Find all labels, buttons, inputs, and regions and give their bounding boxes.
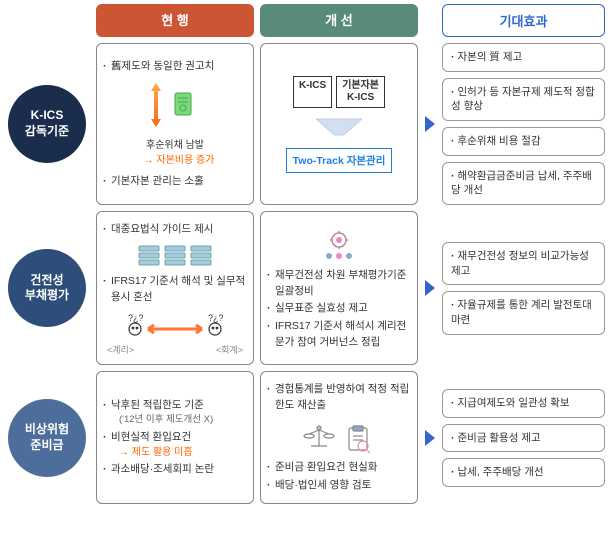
svg-text:?¿?: ?¿? [208, 313, 224, 323]
improve-cell-2: 경험통계를 반영하여 적정 적립한도 재산출준비금 환입요건 현실화배당·법인세… [260, 371, 418, 504]
imp-item: IFRS17 기준서 해석시 계리전문가 참여 거버넌스 정립 [267, 319, 411, 351]
triangle-arrow-icon [424, 43, 436, 205]
effect-item: 자율규제를 통한 계리 발전토대 마련 [442, 291, 605, 334]
box-kics: K-ICS [293, 76, 332, 108]
imp-item: 실무표준 실효성 제고 [267, 301, 411, 317]
foot-left: <계리> [107, 343, 134, 356]
cur-item: 낙후된 적립한도 기준('12년 이후 제도개선 X) [103, 398, 247, 428]
icon-arrow-text: → 자본비용 증가 [103, 151, 247, 166]
cur-item: 기본자본 관리는 소홀 [103, 174, 247, 190]
cur-item: IFRS17 기준서 해석 및 실무적용시 혼선 [103, 274, 247, 306]
header-effect: 기대효과 [442, 4, 605, 37]
scale-clip-icon [267, 420, 411, 454]
improve-cell-0: K-ICS기본자본K-ICS Two-Track 자본관리 [260, 43, 418, 205]
cur-arrow: → 제도 활용 미흡 [111, 445, 247, 460]
effect-item: 재무건전성 정보의 비교가능성 제고 [442, 242, 605, 285]
effect-item: 자본의 質 제고 [442, 43, 605, 72]
row-label-2: 비상위험준비금 [8, 399, 86, 477]
current-cell-0: 舊제도와 동일한 권고치후순위채 남발→ 자본비용 증가기본자본 관리는 소홀 [96, 43, 254, 205]
header-current: 현 행 [96, 4, 254, 37]
foot-right: <회계> [216, 343, 243, 356]
cur-item: 대중요법식 가이드 제시 [103, 222, 247, 238]
updown-arrow-icon [149, 81, 163, 132]
svg-text:?¿?: ?¿? [128, 313, 144, 323]
imp-item: 배당·법인세 영향 검토 [267, 478, 411, 494]
cur-item: 비현실적 환입요건→ 제도 활용 미흡 [103, 430, 247, 461]
effect-item: 지급여제도와 일관성 확보 [442, 389, 605, 418]
money-icon [165, 89, 201, 124]
effect-list-0: 자본의 質 제고인허가 등 자본규제 제도적 정합성 향상후순위채 비용 절감해… [442, 43, 605, 205]
gear-people-icon [267, 228, 411, 262]
effect-item: 인허가 등 자본규제 제도적 정합성 향상 [442, 78, 605, 121]
triangle-arrow-icon [424, 211, 436, 365]
funnel-icon [314, 117, 364, 139]
triangle-arrow-icon [424, 371, 436, 504]
box-basic-kics: 기본자본K-ICS [336, 76, 385, 108]
cur-sub: ('12년 이후 제도개선 X) [111, 413, 247, 427]
effect-item: 납세, 주주배당 개선 [442, 458, 605, 487]
server-icon [103, 244, 247, 268]
effect-list-2: 지급여제도와 일관성 확보준비금 활용성 제고납세, 주주배당 개선 [442, 371, 605, 504]
row-label-1: 건전성부채평가 [8, 249, 86, 327]
icon-caption: 후순위채 남발 [103, 136, 247, 151]
imp-item: 준비금 환입요건 현실화 [267, 460, 411, 476]
header-improve: 개 선 [260, 4, 418, 37]
imp-item: 경험통계를 반영하여 적정 적립한도 재산출 [267, 382, 411, 414]
confused-icon: ?¿? ?¿? [103, 311, 247, 339]
effect-item: 후순위채 비용 절감 [442, 127, 605, 156]
two-track-box: Two-Track 자본관리 [286, 148, 393, 173]
current-cell-1: 대중요법식 가이드 제시 IFRS17 기준서 해석 및 실무적용시 혼선 ?¿??… [96, 211, 254, 365]
effect-list-1: 재무건전성 정보의 비교가능성 제고자율규제를 통한 계리 발전토대 마련 [442, 211, 605, 365]
imp-item: 재무건전성 차원 부채평가기준 일괄정비 [267, 268, 411, 300]
cur-item: 과소배당·조세회피 논란 [103, 462, 247, 478]
improve-cell-1: 재무건전성 차원 부채평가기준 일괄정비실무표준 실효성 제고 IFRS17 기준… [260, 211, 418, 365]
effect-item: 해약환급금준비금 납세, 주주배당 개선 [442, 162, 605, 205]
cur-item: 舊제도와 동일한 권고치 [103, 59, 247, 75]
effect-item: 준비금 활용성 제고 [442, 424, 605, 453]
row-label-0: K-ICS감독기준 [8, 85, 86, 163]
current-cell-2: 낙후된 적립한도 기준('12년 이후 제도개선 X)비현실적 환입요건→ 제도… [96, 371, 254, 504]
